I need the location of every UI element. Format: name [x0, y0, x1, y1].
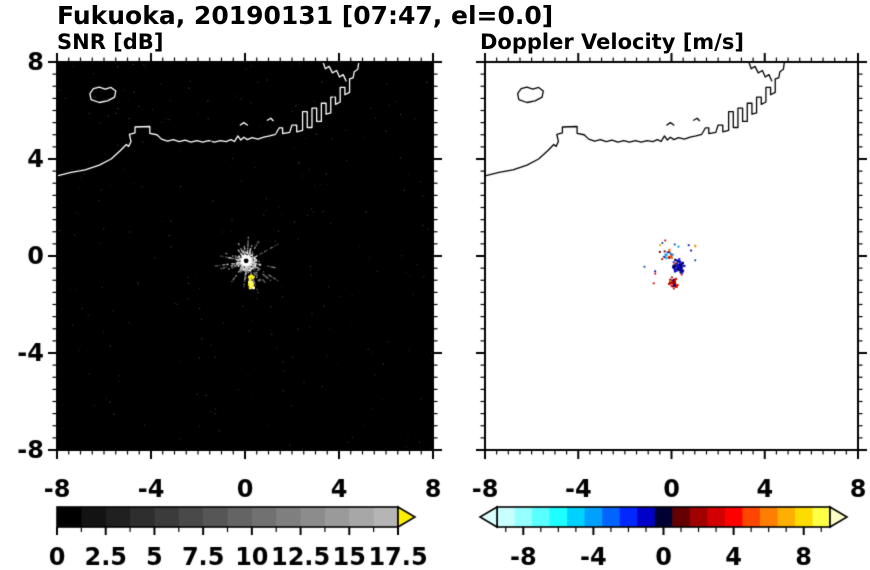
figure-title: Fukuoka, 20190131 [07:47, el=0.0]	[57, 1, 554, 30]
doppler-panel-title: Doppler Velocity [m/s]	[480, 30, 744, 54]
snr-panel-title: SNR [dB]	[57, 30, 164, 54]
